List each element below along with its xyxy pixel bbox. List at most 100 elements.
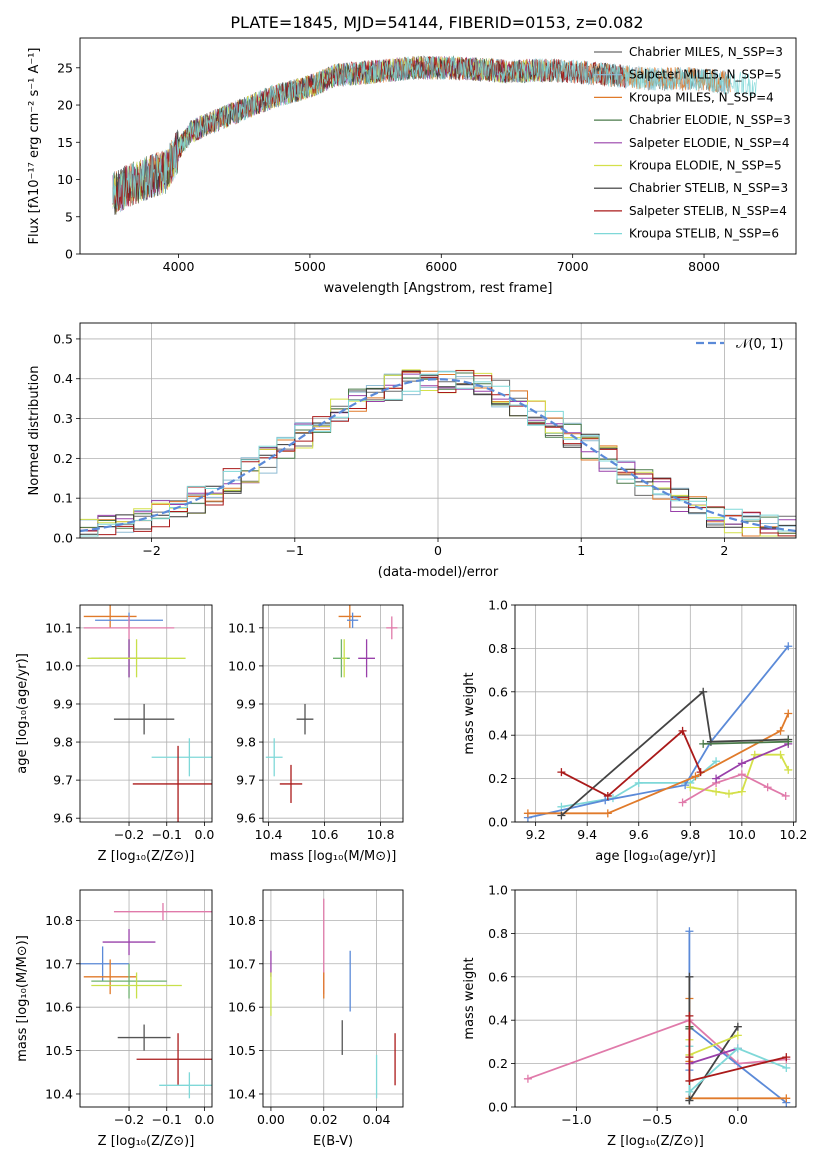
x-tick-label: 2 bbox=[720, 543, 728, 558]
x-tick-label: 9.2 bbox=[526, 827, 546, 842]
weight-marker bbox=[685, 972, 694, 981]
y-tick-label: 0.4 bbox=[488, 1013, 508, 1028]
y-tick-label: 0.8 bbox=[488, 641, 508, 656]
legend-entry: Salpeter ELODIE, N_SSP=4 bbox=[629, 136, 790, 150]
panel-age-vs-mass: 10.4 10.6 10.8 9.6 9.7 9.8 9.9 10.0 10.1 mass [lo… bbox=[228, 604, 404, 864]
error-bar-point bbox=[87, 639, 186, 678]
x-axis-label: Z [log₁₀(Z/Z⊙)] bbox=[98, 849, 195, 864]
panel-mass-vs-EBV: 0.00 0.02 0.04 10.4 10.5 10.6 10.7 10.8 E(B-V) bbox=[228, 889, 404, 1149]
y-axis-label: Normed distribution bbox=[27, 366, 42, 496]
y-tick-label: 1.0 bbox=[488, 598, 508, 613]
histogram-step-line bbox=[80, 371, 796, 537]
axes-frame bbox=[79, 604, 213, 823]
weight-marker bbox=[686, 783, 695, 792]
weight-marker bbox=[784, 737, 793, 746]
spectrum-line bbox=[112, 56, 757, 209]
weight-marker bbox=[557, 811, 566, 820]
y-tick-label: 0 bbox=[65, 247, 73, 262]
legend-entry: Chabrier STELIB, N_SSP=3 bbox=[629, 181, 788, 195]
weight-marker bbox=[681, 781, 690, 790]
y-tick-label: 0.4 bbox=[53, 371, 73, 386]
y-tick-label: 0.2 bbox=[53, 451, 73, 466]
error-bar-point bbox=[265, 738, 283, 777]
x-tick-label: 0.00 bbox=[257, 1112, 285, 1127]
weight-marker bbox=[733, 1044, 742, 1053]
panel-mass-vs-Z: −0.2 −0.1 0.0 10.4 10.5 10.6 10.7 10.8 Z [log₁₀(… bbox=[15, 889, 214, 1149]
x-tick-label: −0.1 bbox=[152, 827, 182, 842]
x-tick-label: 6000 bbox=[425, 259, 457, 274]
weight-marker bbox=[763, 783, 772, 792]
y-axis-label: Flux [fλ10⁻¹⁷ erg cm⁻² s⁻¹ A⁻¹] bbox=[27, 48, 42, 245]
error-bar-point bbox=[159, 1072, 212, 1099]
x-tick-label: 10.0 bbox=[728, 827, 756, 842]
y-tick-label: 10.8 bbox=[228, 913, 256, 928]
y-tick-label: 10.5 bbox=[45, 1043, 73, 1058]
error-bar-point bbox=[117, 1024, 171, 1051]
y-tick-label: 9.9 bbox=[53, 696, 73, 711]
weight-line bbox=[688, 1015, 787, 1083]
y-tick-label: 9.8 bbox=[236, 735, 256, 750]
weight-marker bbox=[699, 739, 708, 748]
histogram-step-line bbox=[80, 370, 796, 535]
y-tick-label: 0.2 bbox=[488, 1056, 508, 1071]
axes-frame bbox=[262, 889, 404, 1108]
y-axis-label: mass weight bbox=[462, 672, 477, 754]
weight-marker bbox=[634, 778, 643, 787]
error-bar-point bbox=[113, 903, 212, 921]
x-tick-label: −0.2 bbox=[114, 1112, 144, 1127]
panel-residuals: −2 −1 0 1 2 0.0 0.1 0.2 0.3 0.4 0.5 (data-model)/er… bbox=[27, 322, 797, 580]
error-bar-point bbox=[80, 946, 130, 982]
y-tick-label: 10.7 bbox=[45, 956, 73, 971]
error-bar-point bbox=[279, 764, 303, 803]
weight-line bbox=[560, 690, 789, 817]
y-tick-label: 9.8 bbox=[53, 735, 73, 750]
weight-marker bbox=[733, 1031, 742, 1040]
x-tick-label: −1 bbox=[286, 543, 304, 558]
y-tick-label: 0.6 bbox=[488, 684, 508, 699]
weight-marker bbox=[685, 1053, 694, 1062]
weight-line bbox=[527, 713, 790, 815]
weight-marker bbox=[699, 687, 708, 696]
weight-marker bbox=[712, 774, 721, 783]
x-tick-label: −2 bbox=[142, 543, 160, 558]
weight-marker bbox=[557, 768, 566, 777]
panel-weight-vs-age: 9.2 9.4 9.6 9.8 10.0 10.2 0.0 0.2 0.4 0.6 0.8 1.0 ag… bbox=[462, 598, 807, 865]
weight-marker bbox=[696, 768, 705, 777]
y-tick-label: 10.8 bbox=[45, 913, 73, 928]
error-bars bbox=[83, 605, 212, 822]
y-tick-label: 10.6 bbox=[45, 1000, 73, 1015]
x-tick-label: −0.2 bbox=[114, 827, 144, 842]
legend-entry: Kroupa MILES, N_SSP=4 bbox=[629, 90, 774, 104]
y-tick-label: 15 bbox=[57, 135, 73, 150]
weight-marker bbox=[685, 927, 694, 936]
axes-frame bbox=[514, 604, 797, 823]
y-tick-label: 9.6 bbox=[53, 811, 73, 826]
y-tick-label: 0.1 bbox=[53, 491, 73, 506]
legend-entry: Salpeter MILES, N_SSP=5 bbox=[629, 68, 782, 82]
figure-suptitle: PLATE=1845, MJD=54144, FIBERID=0153, z=0… bbox=[230, 13, 643, 32]
x-tick-label: 9.4 bbox=[577, 827, 597, 842]
weight-marker bbox=[685, 1087, 694, 1096]
weight-marker bbox=[784, 709, 793, 718]
weight-marker bbox=[603, 791, 612, 800]
x-tick-label: 0 bbox=[434, 543, 442, 558]
x-axis-label: (data-model)/error bbox=[378, 565, 499, 580]
y-tick-label: 20 bbox=[57, 98, 73, 113]
y-tick-label: 10.4 bbox=[45, 1086, 73, 1101]
weight-marker bbox=[737, 770, 746, 779]
y-tick-label: 9.7 bbox=[236, 773, 256, 788]
y-tick-label: 0.8 bbox=[488, 926, 508, 941]
weight-marker bbox=[737, 759, 746, 768]
x-tick-label: 7000 bbox=[557, 259, 589, 274]
error-bar-point bbox=[136, 1033, 212, 1086]
error-bar-point bbox=[296, 703, 314, 735]
weight-marker bbox=[712, 757, 721, 766]
error-bar-point bbox=[113, 703, 175, 735]
weight-marker bbox=[781, 791, 790, 800]
x-tick-label: 10.8 bbox=[367, 827, 395, 842]
weight-marker bbox=[601, 796, 610, 805]
error-bar-point bbox=[341, 639, 347, 678]
legend-entry: Chabrier ELODIE, N_SSP=3 bbox=[629, 113, 791, 127]
x-tick-label: 0.0 bbox=[195, 827, 215, 842]
panel-spectrum: 4000 5000 6000 7000 8000 0 5 10 15 20 25 wavelength… bbox=[27, 37, 797, 296]
